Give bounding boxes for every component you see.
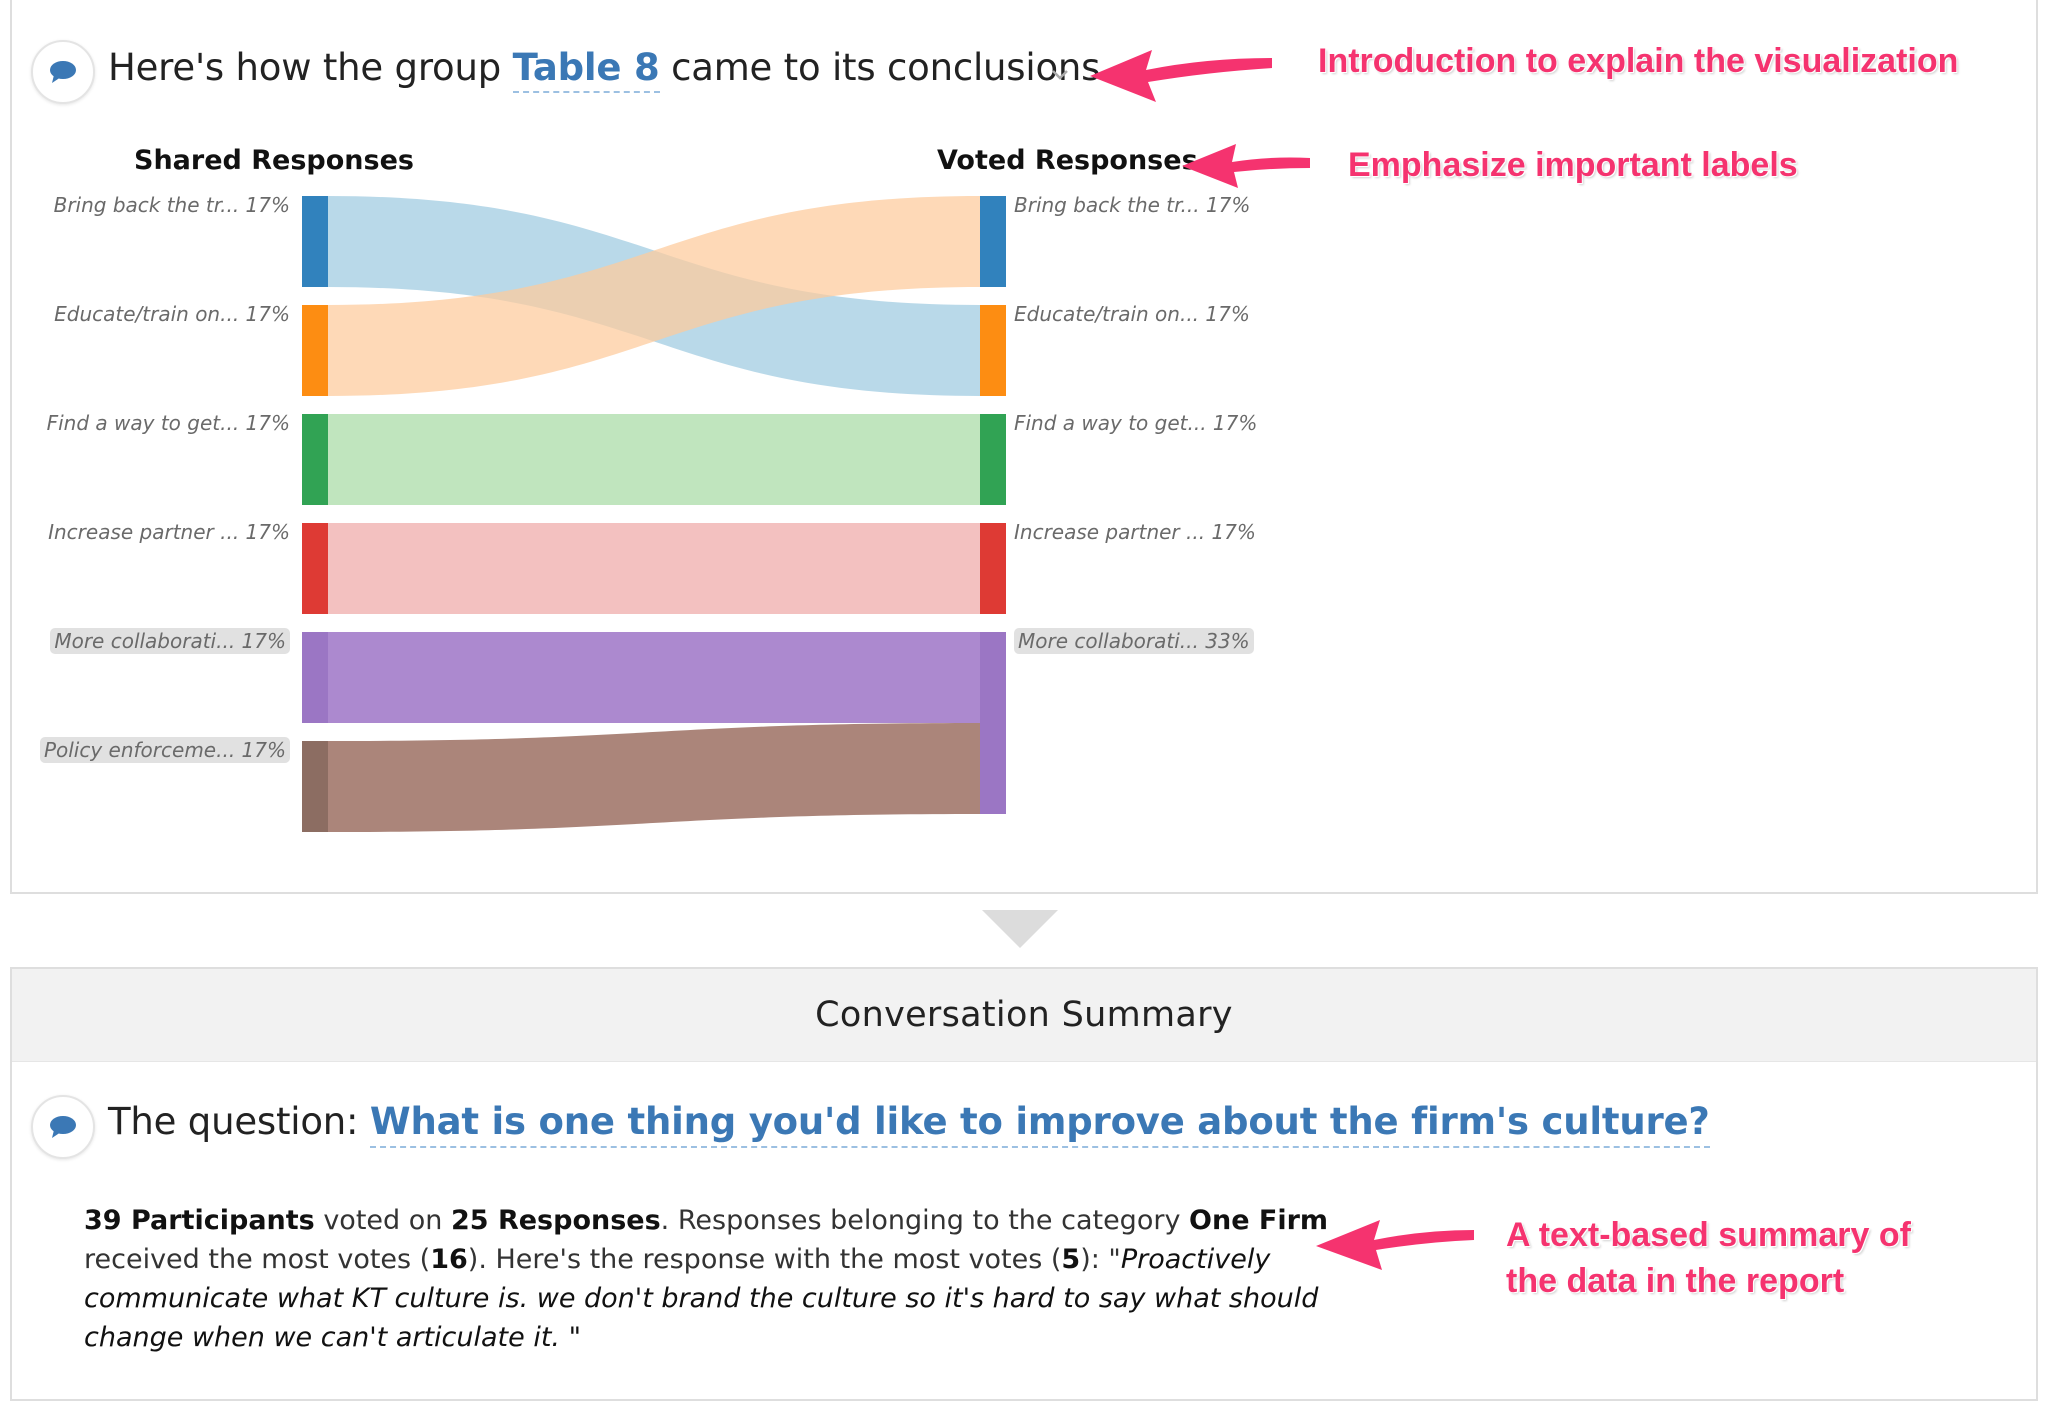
left-node-label-4: More collaborati... 17%	[50, 628, 290, 654]
summary-voted-on: voted on	[314, 1205, 451, 1236]
left-node-3[interactable]	[302, 523, 328, 614]
summary-most-votes: received the most votes (	[84, 1244, 431, 1275]
responses-count: 25 Responses	[450, 1205, 661, 1236]
sankey-link-3[interactable]	[328, 523, 980, 614]
summary-top-response-intro: ). Here's the response with the most vot…	[467, 1244, 1062, 1275]
question-line: The question: What is one thing you'd li…	[108, 1100, 1710, 1148]
left-node-label-0: Bring back the tr... 17%	[54, 192, 290, 218]
question-prefix: The question:	[108, 1100, 359, 1143]
right-column-title: Voted Responses	[937, 145, 1198, 176]
annotation-arrow-summary	[1316, 1220, 1474, 1270]
node-label-text: Increase partner ...	[1014, 520, 1212, 544]
left-node-label-2: Find a way to get... 17%	[47, 410, 290, 436]
right-node-1[interactable]	[980, 305, 1006, 396]
right-node-0[interactable]	[980, 196, 1006, 287]
summary-quote-open: ): "	[1080, 1244, 1121, 1275]
participants-count: 39 Participants	[84, 1205, 315, 1236]
right-node-label-1: Educate/train on... 17%	[1014, 301, 1250, 327]
left-column-title: Shared Responses	[134, 145, 414, 176]
node-label-percent: 17%	[1211, 520, 1256, 544]
node-label-text: Find a way to get...	[46, 411, 246, 435]
question-link[interactable]: What is one thing you'd like to improve …	[369, 1100, 1710, 1148]
speech-bubble-icon	[50, 61, 76, 83]
annotation-arrow-labels	[1182, 144, 1310, 188]
node-label-text: Bring back the tr...	[1014, 193, 1206, 217]
intro-prefix: Here's how the group	[108, 46, 502, 89]
node-label-percent: 17%	[1212, 411, 1258, 435]
node-label-text: Find a way to get...	[1014, 411, 1213, 435]
speech-bubble-icon	[50, 1116, 76, 1138]
node-label-text: Bring back the tr...	[53, 193, 246, 217]
left-node-5[interactable]	[302, 741, 328, 832]
sankey-link-4[interactable]	[328, 632, 980, 723]
category-votes: 16	[430, 1244, 468, 1275]
left-node-label-5: Policy enforceme... 17%	[39, 737, 290, 763]
node-label-percent: 17%	[245, 411, 290, 435]
node-label-percent: 17%	[241, 629, 286, 653]
annotation-arrow-intro	[1090, 50, 1272, 102]
left-node-4[interactable]	[302, 632, 328, 723]
node-label-percent: 17%	[241, 738, 286, 762]
node-label-text: Educate/train on...	[54, 302, 246, 326]
summary-header: Conversation Summary	[12, 969, 2036, 1062]
annotation-summary: A text-based summary of the data in the …	[1506, 1212, 1911, 1304]
right-node-label-2: Find a way to get... 17%	[1014, 410, 1257, 436]
node-label-percent: 17%	[245, 193, 290, 217]
right-node-4[interactable]	[980, 632, 1006, 814]
chat-bubble-avatar-question	[31, 1095, 95, 1159]
left-node-label-3: Increase partner ... 17%	[48, 519, 290, 545]
left-node-1[interactable]	[302, 305, 328, 396]
annotation-summary-line1: A text-based summary of	[1506, 1216, 1911, 1254]
node-label-text: Educate/train on...	[1014, 302, 1206, 326]
node-label-percent: 17%	[245, 520, 290, 544]
sankey-link-1[interactable]	[328, 196, 980, 396]
node-label-text: More collaborati...	[54, 629, 242, 653]
sankey-diagram	[302, 196, 1006, 832]
right-node-2[interactable]	[980, 414, 1006, 505]
node-label-text: Increase partner ...	[48, 520, 246, 544]
annotation-labels: Emphasize important labels	[1348, 146, 1798, 184]
group-name-link[interactable]: Table 8	[512, 46, 660, 93]
node-label-percent: 17%	[1205, 302, 1250, 326]
annotation-intro: Introduction to explain the visualizatio…	[1318, 42, 1959, 80]
summary-panel: Conversation Summary 39 Participants vot…	[10, 967, 2038, 1401]
node-label-percent: 17%	[1205, 193, 1251, 217]
node-label-text: Policy enforceme...	[43, 738, 242, 762]
right-node-3[interactable]	[980, 523, 1006, 614]
top-response-quote: Proactively communicate what KT culture …	[84, 1244, 1319, 1353]
node-label-percent: 17%	[245, 302, 290, 326]
left-node-2[interactable]	[302, 414, 328, 505]
node-label-percent: 33%	[1205, 629, 1250, 653]
summary-title: Conversation Summary	[815, 995, 1233, 1035]
right-node-label-3: Increase partner ... 17%	[1014, 519, 1256, 545]
chevron-down-icon[interactable]	[1050, 68, 1070, 82]
chat-bubble-avatar	[31, 40, 95, 104]
intro-sentence: Here's how the group Table 8 came to its…	[108, 46, 1112, 93]
summary-paragraph: 39 Participants voted on 25 Responses. R…	[84, 1201, 1354, 1357]
sankey-link-2[interactable]	[328, 414, 980, 505]
left-node-label-1: Educate/train on... 17%	[54, 301, 290, 327]
sankey-link-5[interactable]	[328, 723, 980, 832]
right-node-label-4: More collaborati... 33%	[1014, 628, 1254, 654]
top-category: One Firm	[1189, 1205, 1329, 1236]
intro-suffix: came to its conclusions.	[671, 46, 1112, 89]
left-node-0[interactable]	[302, 196, 328, 287]
right-node-label-0: Bring back the tr... 17%	[1014, 192, 1250, 218]
down-arrow-divider	[982, 910, 1058, 948]
summary-category-intro: . Responses belonging to the category	[660, 1205, 1190, 1236]
annotation-summary-line2: the data in the report	[1506, 1262, 1845, 1300]
top-response-votes: 5	[1061, 1244, 1081, 1275]
node-label-text: More collaborati...	[1018, 629, 1206, 653]
